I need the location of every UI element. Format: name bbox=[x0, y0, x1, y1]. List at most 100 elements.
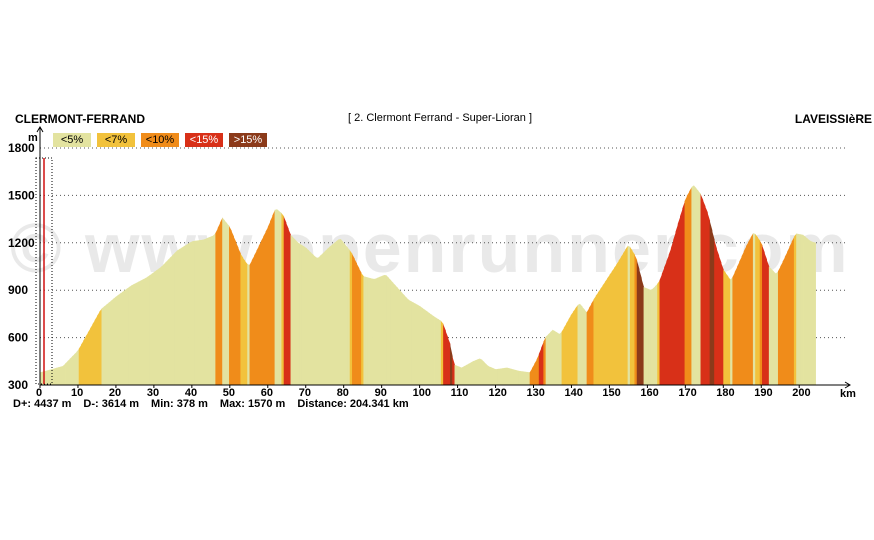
profile-slice bbox=[584, 309, 588, 385]
x-tick-label: 110 bbox=[451, 387, 469, 399]
profile-slice bbox=[147, 275, 150, 385]
profile-slice bbox=[290, 234, 294, 385]
profile-slice bbox=[755, 233, 758, 385]
profile-slice bbox=[397, 287, 401, 385]
x-tick-label: 0 bbox=[36, 387, 42, 399]
profile-slice bbox=[304, 246, 307, 385]
profile-slice bbox=[258, 241, 262, 385]
profile-slice bbox=[479, 358, 483, 385]
profile-slice bbox=[183, 245, 187, 385]
profile-slice bbox=[295, 239, 298, 385]
profile-slice bbox=[709, 220, 713, 385]
profile-slice bbox=[746, 241, 749, 385]
profile-slice bbox=[162, 262, 166, 385]
profile-slice bbox=[613, 264, 617, 385]
profile-slice bbox=[468, 362, 471, 385]
profile-slice bbox=[557, 332, 560, 385]
y-tick-label: 900 bbox=[8, 283, 28, 297]
profile-slice bbox=[210, 235, 214, 385]
profile-slice bbox=[623, 249, 626, 385]
profile-slice bbox=[363, 276, 367, 385]
profile-slice bbox=[812, 241, 815, 385]
profile-slice bbox=[388, 277, 392, 385]
profile-slice bbox=[69, 356, 73, 385]
profile-slice bbox=[805, 236, 808, 385]
profile-slice bbox=[90, 324, 93, 385]
stage-name: [ 2. Clermont Ferrand - Super-Lioran ] bbox=[348, 112, 533, 124]
profile-slice bbox=[525, 371, 528, 385]
profile-slice bbox=[627, 245, 631, 385]
profile-slice bbox=[443, 324, 446, 385]
profile-slice bbox=[103, 304, 107, 385]
x-tick-label: 50 bbox=[223, 387, 235, 399]
profile-slice bbox=[654, 283, 658, 385]
profile-slice bbox=[743, 245, 747, 385]
profile-slice bbox=[616, 260, 619, 385]
profile-slice bbox=[311, 252, 314, 385]
x-axis-arrow-icon bbox=[844, 381, 851, 389]
profile-slice bbox=[680, 208, 683, 385]
profile-slice bbox=[365, 276, 369, 385]
profile-slice bbox=[500, 368, 503, 385]
profile-slice bbox=[67, 358, 71, 385]
profile-slice bbox=[739, 256, 742, 385]
profile-slice bbox=[399, 290, 403, 385]
profile-slice bbox=[233, 236, 237, 385]
profile-slice bbox=[229, 226, 232, 385]
profile-slice bbox=[133, 283, 137, 385]
profile-slice bbox=[418, 305, 421, 385]
profile-slice bbox=[169, 255, 173, 385]
profile-slice bbox=[226, 223, 230, 385]
x-tick-label: 170 bbox=[678, 387, 696, 399]
profile-slice bbox=[347, 247, 351, 385]
profile-slice bbox=[354, 258, 357, 385]
x-tick-label: 150 bbox=[602, 387, 620, 399]
profile-slice bbox=[160, 264, 164, 385]
profile-slice bbox=[759, 240, 763, 385]
profile-slice bbox=[771, 268, 774, 385]
profile-slice bbox=[502, 367, 506, 385]
profile-slice bbox=[800, 234, 804, 385]
profile-slice bbox=[677, 216, 681, 385]
profile-slice bbox=[74, 351, 77, 385]
profile-slice bbox=[106, 302, 109, 385]
profile-slice bbox=[670, 239, 674, 385]
profile-slice bbox=[732, 272, 736, 385]
profile-slice bbox=[702, 199, 706, 385]
profile-slice bbox=[684, 195, 688, 385]
legend-grade-5: <5% bbox=[53, 133, 91, 147]
profile-slice bbox=[629, 246, 633, 385]
profile-slice bbox=[475, 359, 478, 385]
profile-slice bbox=[552, 329, 556, 385]
x-tick-label: 80 bbox=[337, 387, 349, 399]
profile-slice bbox=[254, 250, 257, 385]
profile-slice bbox=[188, 242, 191, 385]
profile-slice bbox=[158, 267, 162, 385]
profile-slice bbox=[577, 303, 581, 385]
profile-slice bbox=[639, 269, 642, 385]
profile-slice bbox=[249, 260, 253, 385]
profile-slice bbox=[741, 251, 745, 385]
profile-slice bbox=[645, 287, 649, 385]
profile-slice bbox=[716, 248, 720, 385]
profile-slice bbox=[693, 185, 697, 385]
y-axis-arrow-icon bbox=[36, 126, 44, 133]
profile-slice bbox=[773, 271, 777, 385]
profile-slice bbox=[550, 329, 553, 385]
profile-slice bbox=[784, 251, 788, 385]
stat-max: Max: 1570 m bbox=[219, 398, 286, 410]
profile-slice bbox=[119, 292, 123, 385]
profile-slice bbox=[698, 190, 701, 385]
profile-slice bbox=[602, 281, 606, 385]
profile-slice bbox=[545, 334, 549, 385]
profile-slice bbox=[49, 369, 52, 385]
profile-slice bbox=[727, 276, 731, 385]
profile-slice bbox=[83, 336, 86, 385]
profile-slice bbox=[46, 369, 50, 385]
profile-slice bbox=[527, 372, 531, 385]
profile-slice bbox=[381, 275, 385, 385]
y-axis-label: m bbox=[28, 132, 38, 144]
profile-slice bbox=[292, 237, 296, 385]
profile-slice bbox=[632, 250, 635, 385]
profile-slice bbox=[194, 240, 198, 385]
